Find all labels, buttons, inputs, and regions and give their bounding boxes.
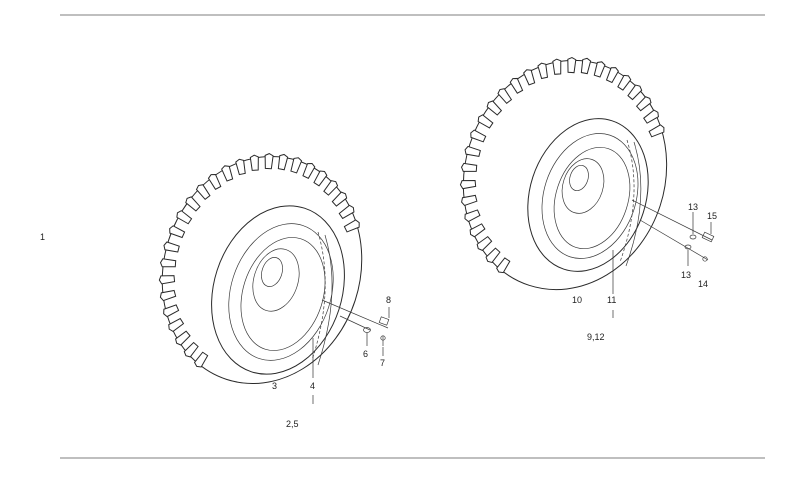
tread-lug: [460, 162, 478, 173]
right-washer: [689, 234, 697, 240]
tread-lug: [249, 154, 260, 171]
callout-8: 8: [386, 295, 391, 305]
tread-lug: [552, 58, 563, 75]
right-valve-cap: [702, 256, 708, 262]
right-rim-edge-2: [625, 141, 642, 267]
callout-3: 3: [272, 381, 277, 391]
tread-lug: [263, 152, 274, 170]
callout-13a: 13: [688, 202, 698, 212]
left-wheel-assembly: [158, 152, 390, 384]
left-valve-cap: [380, 335, 386, 341]
callout-9-12: 9,12: [587, 332, 605, 342]
right-rim-outer: [541, 133, 639, 259]
right-nut: [701, 231, 715, 243]
callout-4: 4: [310, 381, 315, 391]
tread-lug: [159, 258, 177, 269]
right-bolt-axis: [631, 199, 713, 241]
callout-2-5: 2,5: [286, 419, 299, 429]
tread-lug: [566, 56, 577, 74]
right-valve-axis: [639, 219, 709, 261]
right-hub-center: [569, 164, 589, 192]
callout-11: 11: [607, 295, 616, 305]
right-wheel-assembly: [459, 56, 715, 291]
callout-10: 10: [572, 295, 582, 305]
right-rim-edge: [619, 139, 635, 263]
callout-13b: 13: [681, 270, 691, 280]
left-tire-sidewall: [211, 205, 345, 375]
left-rim-inner: [240, 237, 326, 351]
right-washer-2: [684, 244, 692, 250]
right-rim-inner: [553, 146, 631, 250]
left-rim-outer: [228, 223, 334, 361]
left-bolt-axis: [321, 299, 389, 329]
left-rim-edge-2: [317, 234, 333, 366]
right-hub: [561, 158, 605, 214]
callout-14: 14: [698, 279, 708, 289]
left-nut: [378, 316, 390, 326]
left-rim-edge: [311, 231, 326, 361]
callout-1: 1: [40, 232, 45, 242]
right-tire-sidewall: [527, 118, 649, 272]
left-hub: [252, 248, 300, 312]
callout-7: 7: [380, 358, 385, 368]
callout-6: 6: [363, 349, 368, 359]
left-washer: [363, 327, 371, 333]
left-hub-center: [261, 257, 283, 287]
callout-15: 15: [707, 211, 717, 221]
